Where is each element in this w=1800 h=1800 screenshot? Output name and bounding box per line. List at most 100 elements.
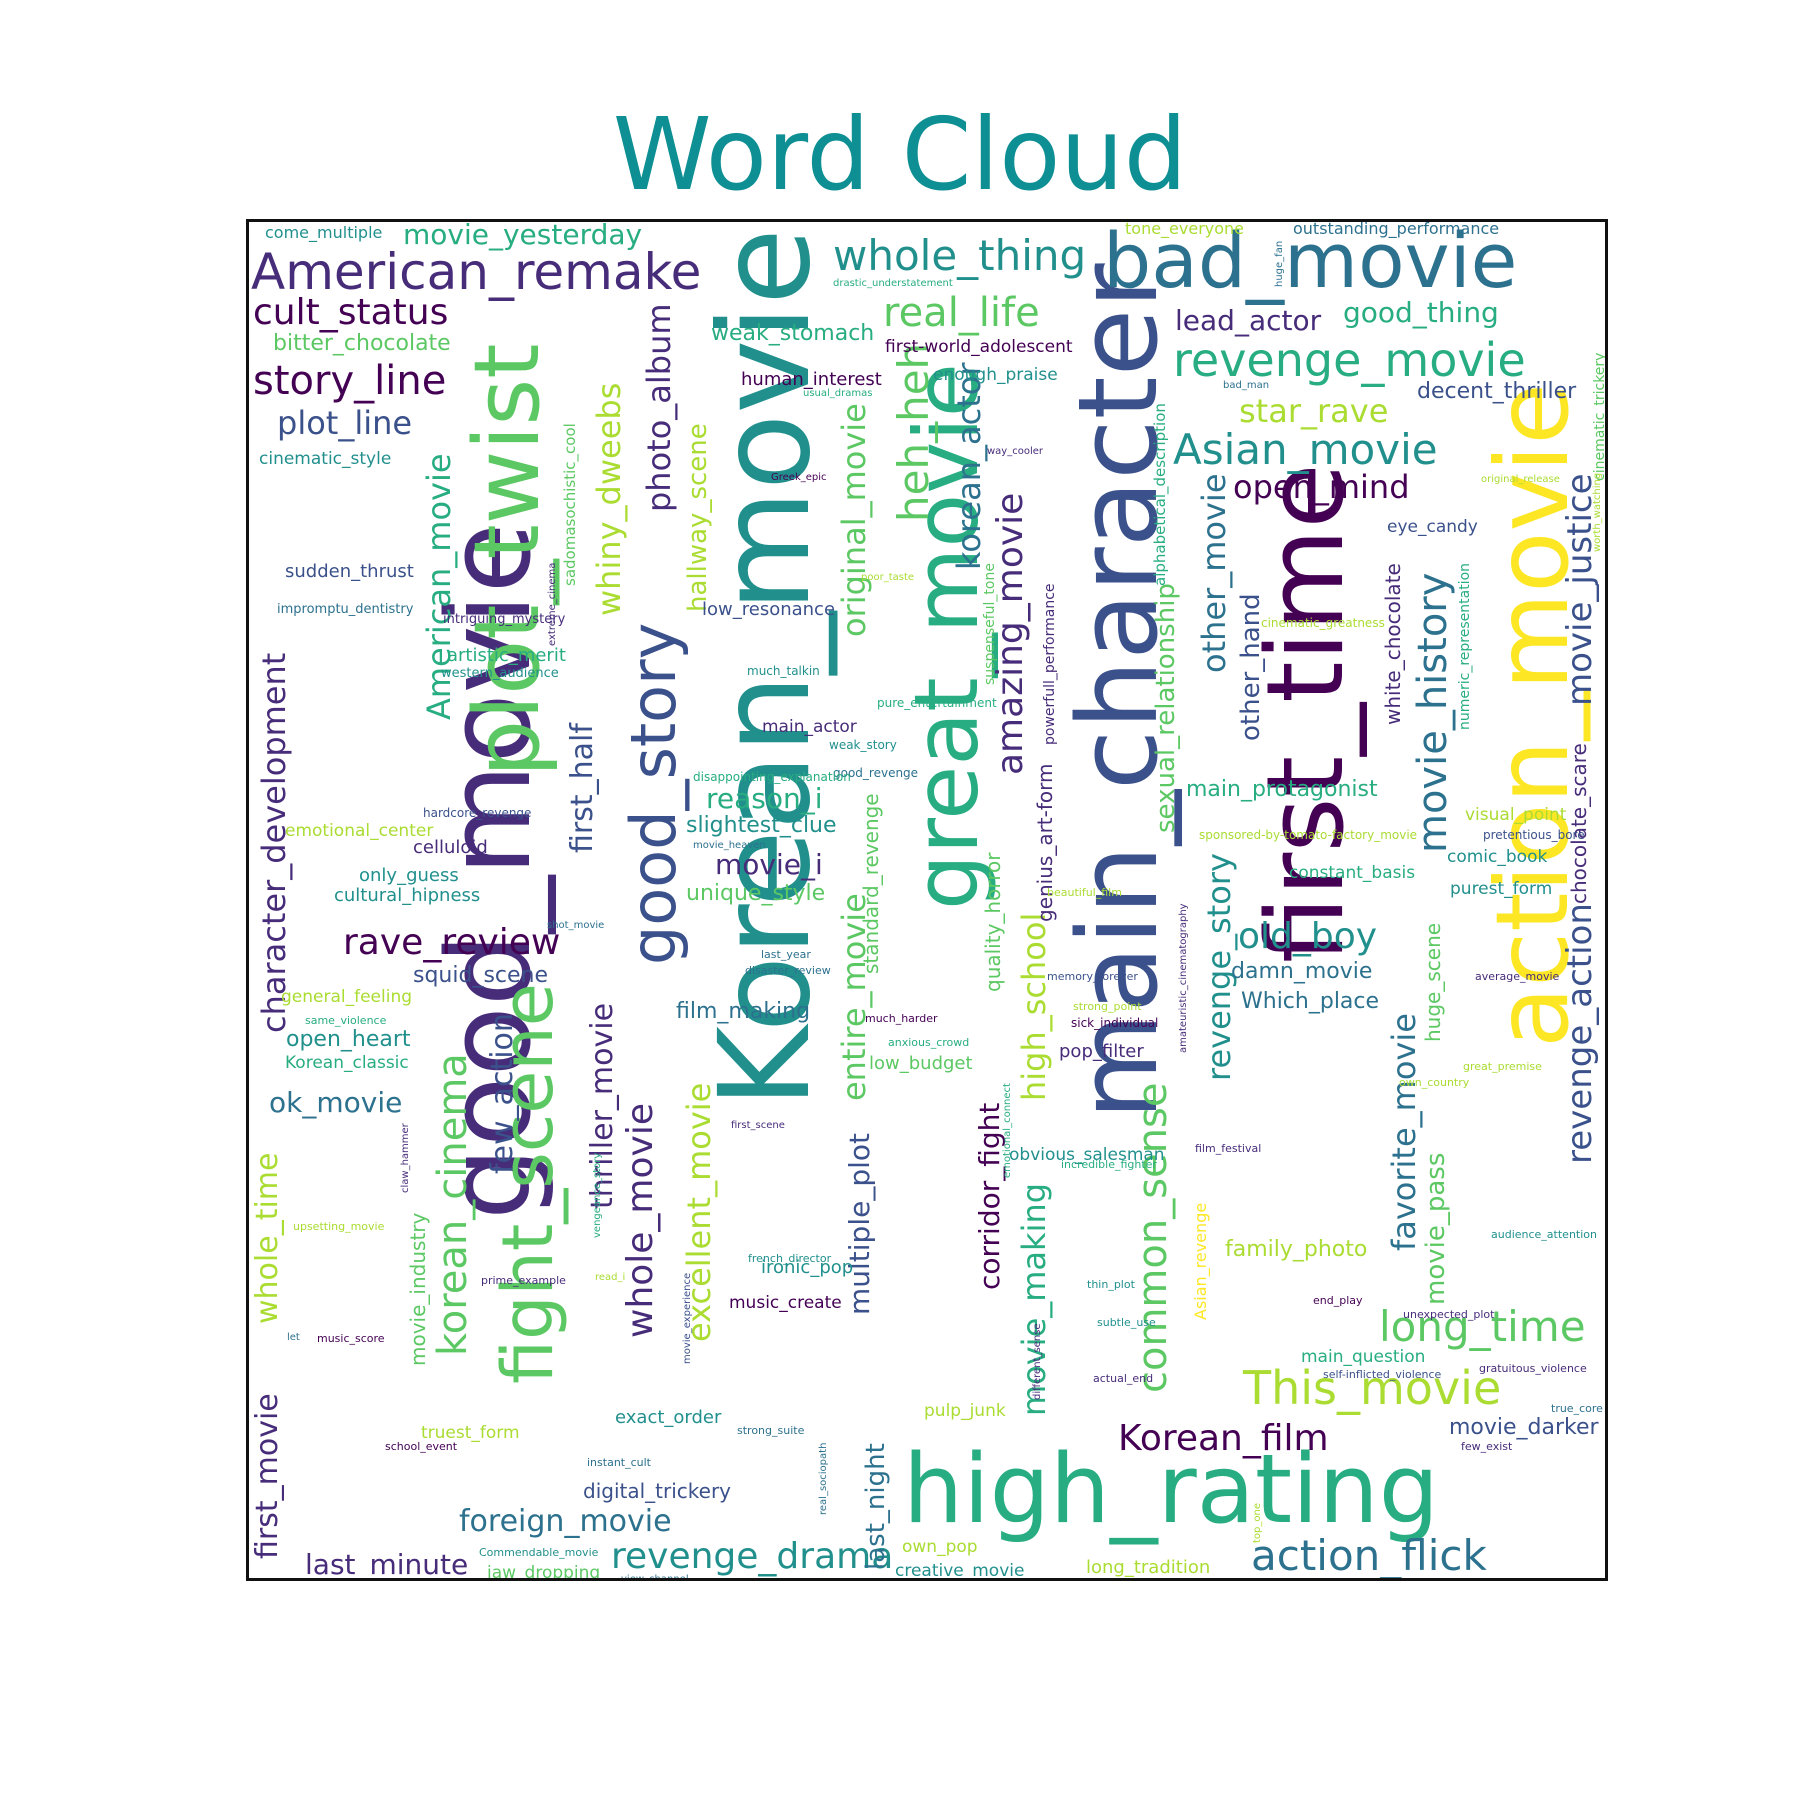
word-amateuristic-cinematography: amateuristic_cinematography	[1178, 903, 1189, 1053]
word-own-country: own_country	[1399, 1076, 1470, 1089]
word-prime-example: prime_example	[481, 1274, 566, 1287]
word-music-create: music_create	[729, 1293, 842, 1313]
word-commendable-movie: Commendable_movie	[479, 1546, 599, 1559]
word-view-channel: view_channel	[621, 1574, 689, 1581]
word-eye-candy: eye_candy	[1387, 517, 1478, 537]
word-photo-album: photo_album	[640, 303, 678, 512]
word-pop-filter: pop_filter	[1059, 1041, 1144, 1062]
word-whiny-dweebs: whiny_dweebs	[590, 382, 628, 616]
word-asian-movie: Asian_movie	[1173, 425, 1438, 474]
word-powerfull-performance: powerfull_performance	[1042, 583, 1058, 745]
word-real-life: real_life	[883, 290, 1040, 336]
word-french-director: french_director	[748, 1252, 832, 1265]
word-worth-watching: worth_watching	[1592, 472, 1603, 552]
word-low-budget: low_budget	[869, 1053, 973, 1074]
word-intriguing-mystery: intriguing_mystery	[443, 612, 566, 627]
word-original-movie: original_movie	[835, 403, 873, 637]
word-self-inflicted-violence: self-inflicted_violence	[1323, 1368, 1442, 1381]
word-last-year: last_year	[761, 948, 811, 961]
word-purest-form: purest_form	[1450, 879, 1553, 899]
word-music-score: music_score	[317, 1332, 385, 1345]
word-last-night: last_night	[861, 1443, 891, 1570]
word-movie-i: movie_i	[715, 848, 823, 881]
word-reason-i: reason_i	[706, 782, 823, 815]
word-exact-order: exact_order	[615, 1407, 722, 1428]
word-movie-heaven: movie_heaven	[693, 840, 766, 851]
word-upsetting-movie: upsetting_movie	[293, 1220, 385, 1233]
word-western-audience: western_audience	[441, 666, 559, 681]
word-old-boy: old_boy	[1238, 916, 1378, 957]
word-good-revenge: good_revenge	[833, 766, 919, 780]
word-great-premise: great_premise	[1463, 1060, 1542, 1073]
word-first-half: first_half	[565, 723, 600, 853]
word-sudden-thrust: sudden_thrust	[285, 561, 414, 582]
word-disappointing-explanation: disappointing_explanation	[693, 770, 851, 784]
word-artistic-merit: artistic_merit	[447, 645, 566, 666]
word-bad-movie: bad_movie	[1103, 219, 1518, 305]
word-cinematic-style: cinematic_style	[259, 449, 392, 469]
word-long-time: long_time	[1379, 1302, 1586, 1351]
word-cultural-hipness: cultural_hipness	[334, 885, 481, 906]
word-sexual-relationship: sexual_relationship	[1151, 583, 1181, 833]
word-hallway-scene: hallway_scene	[683, 423, 713, 612]
word-ok-movie: ok_movie	[269, 1086, 403, 1119]
word-multiple-plot: multiple_plot	[843, 1133, 876, 1315]
word-main-question: main_question	[1301, 1347, 1426, 1367]
word-memory-forever: memory_forever	[1047, 970, 1138, 983]
word-sadomasochistic-cool: sadomasochistic_cool	[561, 423, 579, 586]
word-weak-story: weak_story	[829, 738, 897, 752]
word-squid-scene: squid_scene	[413, 963, 549, 988]
word-obvious-salesman: obvious_salesman	[1009, 1145, 1165, 1165]
word-pretentious-bore: pretentious_bore	[1483, 828, 1585, 842]
word-cloud: Korean_movie good_movie main_character firs…	[246, 219, 1608, 1581]
word-story-line: story_line	[253, 358, 447, 404]
word-which-place: Which_place	[1241, 989, 1380, 1014]
word-last-minute: last_minute	[305, 1548, 469, 1581]
word-hardcore-revenge: hardcore_revenge	[423, 806, 532, 820]
word-standard-revenge: standard_revenge	[859, 793, 883, 974]
word-poor-taste: poor_taste	[861, 572, 915, 583]
word-first-time: first_time	[1244, 463, 1367, 963]
word-open-heart: open_heart	[286, 1027, 411, 1052]
word-high-school: high_school	[1015, 912, 1053, 1101]
word-sponsored-by-tomato-factory-movie: sponsored-by-tomato-factory_movie	[1199, 828, 1418, 842]
word-usual-dramas: usual_dramas	[803, 388, 873, 399]
word-revenge-movie: revenge_movie	[1173, 333, 1526, 387]
word-real-sociopath: real_sociopath	[818, 1442, 829, 1515]
word-truest-form: truest_form	[421, 1423, 520, 1443]
word-first-scene: first_scene	[731, 1120, 785, 1131]
word-huge-fan: huge_fan	[1274, 240, 1285, 287]
word-greek-epic: Greek_epic	[771, 472, 827, 483]
word-whole-thing: whole_thing	[833, 231, 1087, 280]
word-american-remake: American_remake	[251, 243, 702, 301]
word-shot-movie: shot_movie	[547, 920, 605, 931]
word-lead-actor: lead_actor	[1175, 304, 1322, 337]
word-revenge-action: revenge_action	[1560, 903, 1600, 1164]
word-same-violence: same_violence	[305, 1014, 387, 1027]
word-long-tradition: long_tradition	[1086, 1557, 1211, 1578]
word-true-core: true_core	[1551, 1402, 1603, 1415]
word-first-movie: first_movie	[250, 1393, 285, 1559]
word-other-movie: other_movie	[1195, 473, 1233, 673]
word-own-pop: own_pop	[902, 1537, 978, 1557]
word-anxious-crowd: anxious_crowd	[888, 1036, 970, 1049]
word-general-feeling: general_feeling	[281, 987, 413, 1007]
word-human-interest: human_interest	[741, 369, 882, 390]
word-school-event: school_event	[385, 1440, 458, 1453]
word-low-resonance: low_resonance	[702, 599, 836, 620]
word-slightest-clue: slightest_clue	[686, 813, 837, 838]
word-audience-attention: audience_attention	[1491, 1228, 1597, 1241]
word-open-mind: open_mind	[1233, 468, 1410, 506]
word-unexpected-plot: unexpected_plot	[1403, 1308, 1495, 1321]
word-impromptu-dentistry: impromptu_dentistry	[277, 602, 414, 617]
word-way-cooler: way_cooler	[987, 446, 1044, 457]
word-gratuitous-violence: gratuitous_violence	[1479, 1362, 1587, 1375]
word-beautiful-film: beautiful_film	[1047, 886, 1122, 899]
word-this-movie: This_movie	[1243, 1361, 1502, 1415]
word-film-making: film_making	[676, 999, 811, 1024]
word-weak-stomach: weak_stomach	[711, 321, 875, 346]
word-cinematic-greatness: cinematic_greatness	[1261, 616, 1385, 630]
word-amazing-movie: amazing_movie	[990, 492, 1031, 775]
word-film-festival: film_festival	[1195, 1142, 1262, 1155]
word-enough-praise: enough_praise	[933, 365, 1058, 385]
